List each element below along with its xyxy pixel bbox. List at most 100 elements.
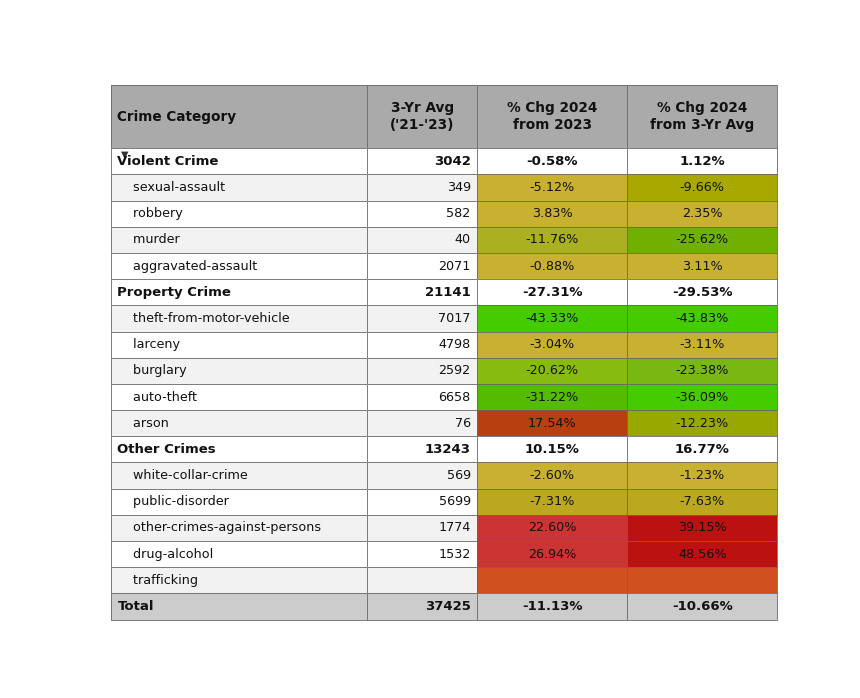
Bar	[628, 489, 777, 515]
Bar	[477, 85, 628, 148]
Bar	[367, 148, 477, 174]
Text: -20.62%: -20.62%	[525, 364, 579, 378]
Bar	[628, 463, 777, 489]
Bar	[367, 253, 477, 279]
Bar	[111, 305, 367, 332]
Text: 582: 582	[446, 207, 470, 221]
Bar	[367, 279, 477, 305]
Bar	[367, 279, 477, 305]
Text: -11.13%: -11.13%	[522, 600, 582, 613]
Bar	[111, 85, 367, 148]
Text: 1774: 1774	[439, 521, 470, 535]
Bar	[628, 174, 777, 200]
Text: 2071: 2071	[439, 260, 470, 273]
Bar	[111, 436, 367, 463]
Bar	[477, 200, 628, 227]
Text: public-disorder: public-disorder	[118, 496, 230, 508]
Bar	[111, 463, 367, 489]
Bar	[628, 227, 777, 253]
Bar	[477, 515, 628, 541]
Bar	[111, 541, 367, 567]
Text: 3042: 3042	[433, 155, 470, 168]
Bar	[477, 436, 628, 463]
Text: -12.23%: -12.23%	[676, 417, 729, 430]
Bar	[628, 567, 777, 593]
Bar	[111, 148, 777, 150]
Bar	[477, 567, 628, 593]
Text: -5.12%: -5.12%	[530, 181, 575, 194]
Bar	[111, 253, 367, 279]
Bar	[628, 515, 777, 541]
Text: theft-from-motor-vehicle: theft-from-motor-vehicle	[118, 312, 290, 325]
Bar	[477, 305, 628, 332]
Bar	[477, 463, 628, 489]
Bar	[477, 541, 628, 567]
Text: 40: 40	[455, 233, 470, 246]
Text: % Chg 2024
from 3-Yr Avg: % Chg 2024 from 3-Yr Avg	[650, 101, 754, 132]
Text: Property Crime: Property Crime	[118, 285, 231, 299]
Bar	[367, 384, 477, 410]
Text: -25.62%: -25.62%	[676, 233, 729, 246]
Bar	[111, 85, 367, 148]
Bar	[367, 305, 477, 332]
Text: 26.94%: 26.94%	[528, 548, 576, 560]
Bar	[111, 174, 367, 200]
Bar	[367, 593, 477, 620]
Bar	[367, 489, 477, 515]
Text: -9.66%: -9.66%	[680, 181, 725, 194]
Text: -3.11%: -3.11%	[679, 338, 725, 351]
Bar	[111, 227, 367, 253]
Text: Violent Crime: Violent Crime	[118, 155, 219, 168]
Bar	[367, 410, 477, 436]
Bar	[367, 436, 477, 463]
Bar	[628, 279, 777, 305]
Bar	[477, 358, 628, 384]
Text: aggravated-assault: aggravated-assault	[118, 260, 258, 273]
Text: -43.83%: -43.83%	[676, 312, 729, 325]
Bar	[111, 567, 367, 593]
Text: ▼: ▼	[120, 149, 128, 159]
Text: -0.58%: -0.58%	[526, 155, 578, 168]
Text: 21141: 21141	[425, 285, 470, 299]
Text: -27.31%: -27.31%	[522, 285, 582, 299]
Text: 1.12%: 1.12%	[679, 155, 725, 168]
Bar	[111, 515, 367, 541]
Bar	[477, 410, 628, 436]
Text: 2.35%: 2.35%	[682, 207, 722, 221]
Bar	[111, 332, 367, 358]
Bar	[477, 279, 628, 305]
Text: Crime Category: Crime Category	[118, 110, 236, 124]
Bar	[367, 410, 477, 436]
Text: robbery: robbery	[118, 207, 183, 221]
Bar	[477, 332, 628, 358]
Text: larceny: larceny	[118, 338, 181, 351]
Bar	[628, 567, 777, 593]
Bar	[111, 541, 367, 567]
Bar	[477, 489, 628, 515]
Text: -7.63%: -7.63%	[679, 496, 725, 508]
Bar	[628, 332, 777, 358]
Bar	[628, 148, 777, 174]
Bar	[477, 515, 628, 541]
Text: sexual-assault: sexual-assault	[118, 181, 225, 194]
Text: 13243: 13243	[425, 443, 470, 456]
Bar	[477, 593, 628, 620]
Bar	[111, 305, 367, 332]
Bar	[111, 384, 367, 410]
Text: 76: 76	[455, 417, 470, 430]
Bar	[111, 358, 367, 384]
Bar	[628, 227, 777, 253]
Text: 22.60%: 22.60%	[528, 521, 577, 535]
Bar	[628, 332, 777, 358]
Bar	[367, 515, 477, 541]
Bar	[477, 567, 628, 593]
Bar	[477, 174, 628, 200]
Bar	[628, 541, 777, 567]
Bar	[628, 148, 777, 174]
Bar	[111, 332, 367, 358]
Bar	[628, 253, 777, 279]
Bar	[477, 148, 628, 174]
Bar	[111, 279, 367, 305]
Bar	[477, 279, 628, 305]
Text: -29.53%: -29.53%	[673, 285, 733, 299]
